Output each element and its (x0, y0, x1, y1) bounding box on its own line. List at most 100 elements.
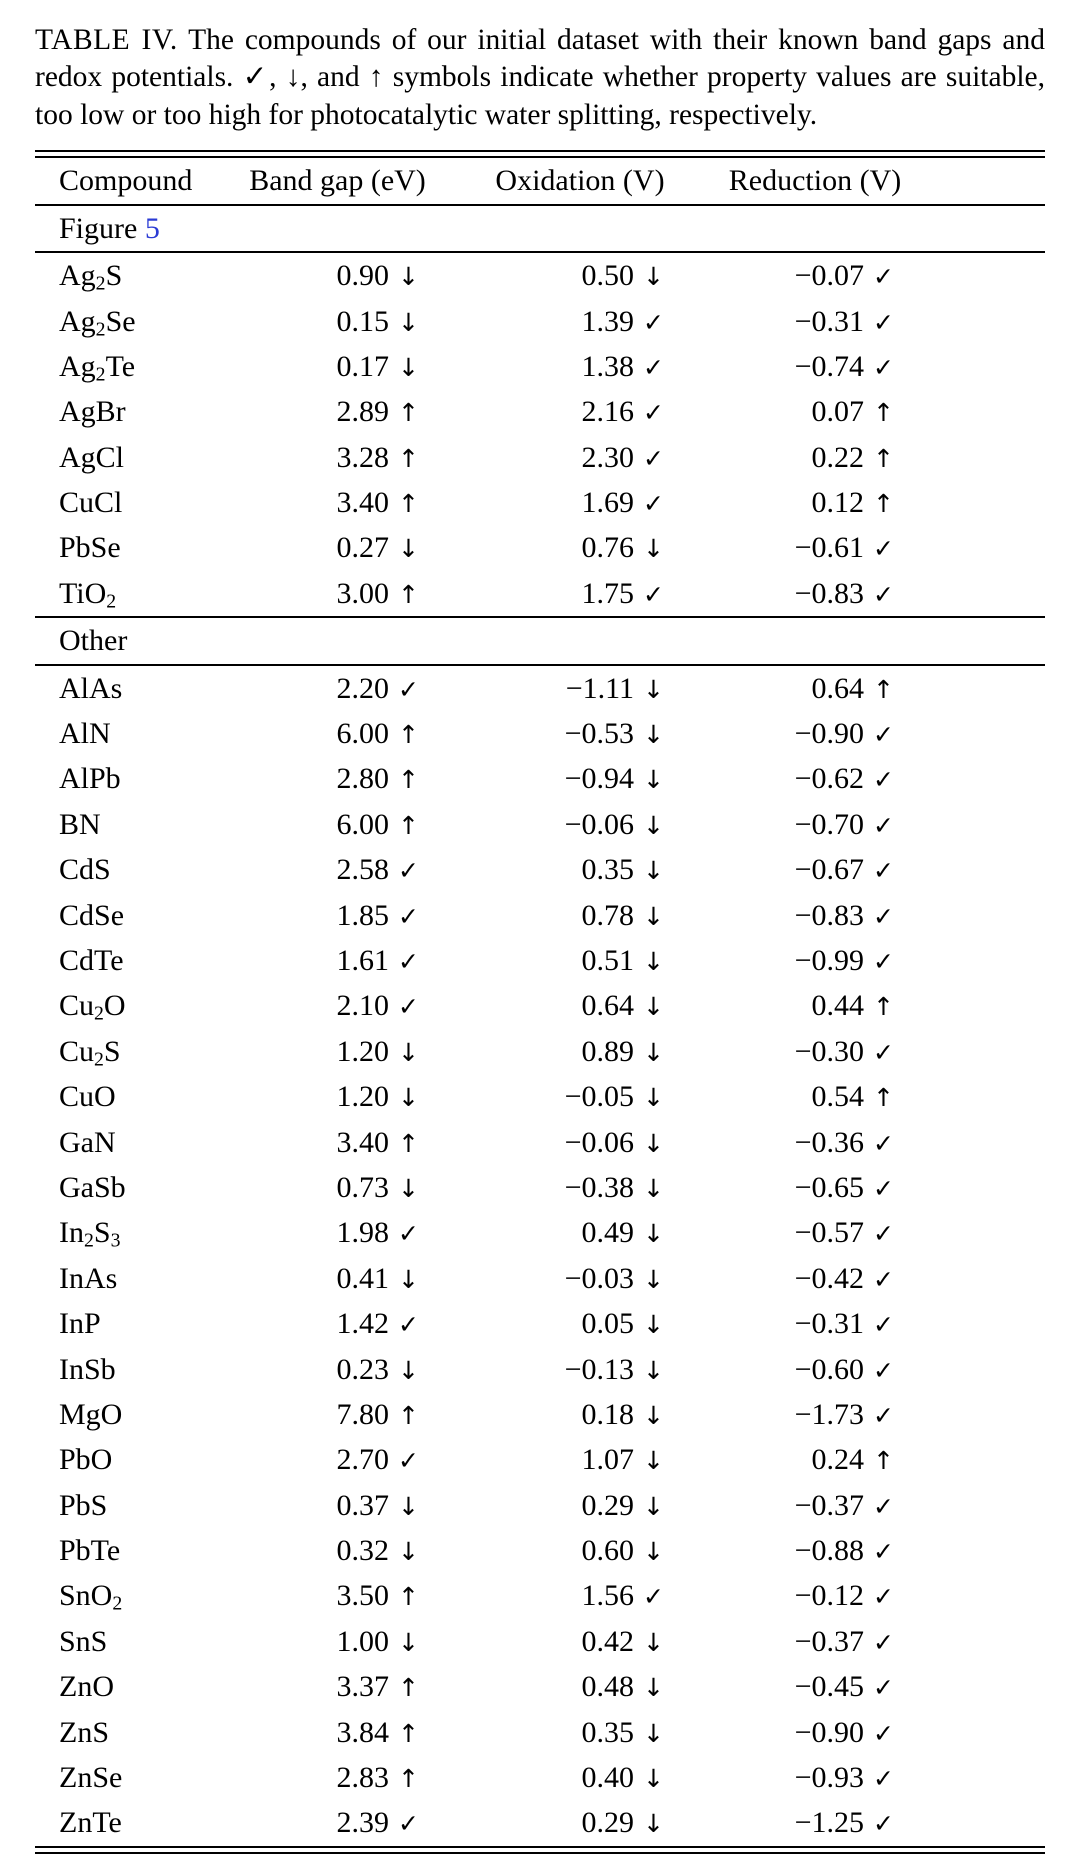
reduction-cell: −0.60 ✓ (725, 1347, 1045, 1392)
band-gap-cell: 0.41 ↓ (245, 1256, 485, 1301)
value-text: 0.05 (581, 1307, 635, 1341)
check-icon: ✓ (398, 1446, 419, 1476)
compound-cell: CuO (59, 1080, 116, 1114)
reduction-cell: −0.62 ✓ (725, 756, 1045, 801)
value-text: 2.20 (336, 671, 390, 705)
table-row: AlPb 2.80 ↑ −0.94 ↓ −0.62 ✓ (35, 756, 1045, 801)
table-caption-label: TABLE IV. (35, 24, 178, 56)
value-text: −0.12 (794, 1579, 864, 1613)
oxidation-cell: 0.49 ↓ (485, 1210, 725, 1255)
check-icon: ✓ (643, 398, 664, 428)
check-icon: ✓ (643, 1582, 664, 1612)
down-arrow-icon: ↓ (398, 1537, 419, 1567)
value-text: 1.38 (581, 349, 635, 383)
oxidation-cell: 1.39 ✓ (485, 299, 725, 344)
down-arrow-icon: ↓ (643, 1627, 664, 1657)
value-text: 1.20 (336, 1080, 390, 1114)
value-text: −0.67 (794, 853, 864, 887)
value-text: 0.18 (581, 1397, 635, 1431)
value-text: 1.61 (336, 944, 390, 977)
reduction-cell: −0.65 ✓ (725, 1165, 1045, 1210)
oxidation-cell: 0.29 ↓ (485, 1800, 725, 1845)
band-gap-cell: 0.37 ↓ (245, 1483, 485, 1528)
compound-cell: Cu2O (59, 989, 126, 1025)
band-gap-cell: 1.20 ↓ (245, 1074, 485, 1119)
table-row: InSb 0.23 ↓ −0.13 ↓ −0.60 ✓ (35, 1347, 1045, 1392)
value-text: −0.93 (794, 1761, 864, 1795)
check-icon: ✓ (398, 856, 419, 886)
value-text: 1.07 (581, 1443, 635, 1477)
value-text: −0.53 (564, 717, 634, 751)
up-arrow-icon: ↑ (398, 765, 419, 795)
value-text: −0.65 (794, 1170, 864, 1204)
value-text: −0.06 (564, 1125, 634, 1159)
value-text: 0.64 (581, 989, 635, 1023)
value-text: −0.88 (794, 1534, 864, 1568)
value-text: 0.35 (581, 1715, 635, 1749)
down-arrow-icon: ↓ (643, 810, 664, 840)
compound-cell: ZnO (59, 1670, 114, 1704)
check-icon: ✓ (643, 579, 664, 609)
band-gap-cell: 3.84 ↑ (245, 1710, 485, 1755)
up-arrow-icon: ↑ (398, 810, 419, 840)
value-text: −0.60 (794, 1352, 864, 1386)
band-gap-cell: 6.00 ↑ (245, 711, 485, 756)
section-title: Other (35, 616, 1045, 666)
value-text: 0.40 (581, 1761, 635, 1795)
check-icon: ✓ (873, 1310, 894, 1340)
up-arrow-icon: ↑ (398, 1673, 419, 1703)
oxidation-cell: −0.06 ↓ (485, 1120, 725, 1165)
down-arrow-icon: ↓ (643, 674, 664, 704)
value-text: −1.11 (565, 671, 634, 705)
oxidation-cell: 1.69 ✓ (485, 480, 725, 525)
reduction-cell: −0.83 ✓ (725, 893, 1045, 938)
table-row: SnO2 3.50 ↑ 1.56 ✓ −0.12 ✓ (35, 1573, 1045, 1618)
value-text: 0.29 (581, 1488, 635, 1522)
down-arrow-icon: ↓ (643, 1446, 664, 1476)
value-text: 2.10 (336, 989, 390, 1023)
value-text: 3.37 (336, 1670, 390, 1704)
up-arrow-icon: ↑ (873, 1083, 894, 1113)
check-icon: ✓ (398, 992, 419, 1022)
check-icon: ✓ (873, 1355, 894, 1385)
reduction-cell: −0.74 ✓ (725, 344, 1045, 389)
table-row: GaN 3.40 ↑ −0.06 ↓ −0.36 ✓ (35, 1120, 1045, 1165)
table-row: AgBr 2.89 ↑ 2.16 ✓ 0.07 ↑ (35, 389, 1045, 434)
reduction-cell: −0.31 ✓ (725, 299, 1045, 344)
value-text: 0.15 (336, 304, 390, 338)
oxidation-cell: 0.78 ↓ (485, 893, 725, 938)
compound-cell: AlAs (59, 671, 123, 705)
oxidation-cell: 0.40 ↓ (485, 1755, 725, 1800)
reduction-cell: −0.93 ✓ (725, 1755, 1045, 1800)
value-text: 0.07 (811, 395, 865, 429)
compound-cell: In2S3 (59, 1216, 121, 1252)
check-icon: ✓ (643, 443, 664, 473)
table-caption-text: The compounds of our initial dataset wit… (35, 24, 1045, 131)
compound-cell: GaN (59, 1125, 116, 1159)
oxidation-cell: −0.05 ↓ (485, 1074, 725, 1119)
band-gap-cell: 3.00 ↑ (245, 571, 485, 617)
compound-cell: ZnTe (59, 1806, 122, 1840)
band-gap-cell: 0.27 ↓ (245, 525, 485, 570)
figure-reference-link[interactable]: 5 (144, 211, 160, 245)
check-icon: ✓ (873, 856, 894, 886)
reduction-cell: 0.44 ↑ (725, 983, 1045, 1028)
up-arrow-icon: ↑ (873, 674, 894, 704)
up-arrow-icon: ↑ (873, 489, 894, 519)
value-text: 0.41 (336, 1261, 390, 1295)
oxidation-cell: 0.64 ↓ (485, 983, 725, 1028)
down-arrow-icon: ↓ (398, 307, 419, 337)
down-arrow-icon: ↓ (398, 1355, 419, 1385)
value-text: 7.80 (336, 1397, 390, 1431)
down-arrow-icon: ↓ (643, 1128, 664, 1158)
value-text: −1.25 (794, 1806, 864, 1840)
down-arrow-icon: ↓ (398, 262, 419, 292)
table-row: CuO 1.20 ↓ −0.05 ↓ 0.54 ↑ (35, 1074, 1045, 1119)
column-header-compound: Compound (35, 158, 245, 206)
oxidation-cell: 1.75 ✓ (485, 571, 725, 617)
down-arrow-icon: ↓ (643, 1673, 664, 1703)
down-arrow-icon: ↓ (398, 1083, 419, 1113)
band-gap-cell: 1.20 ↓ (245, 1029, 485, 1074)
oxidation-cell: −0.03 ↓ (485, 1256, 725, 1301)
table-row: AlN 6.00 ↑ −0.53 ↓ −0.90 ✓ (35, 711, 1045, 756)
